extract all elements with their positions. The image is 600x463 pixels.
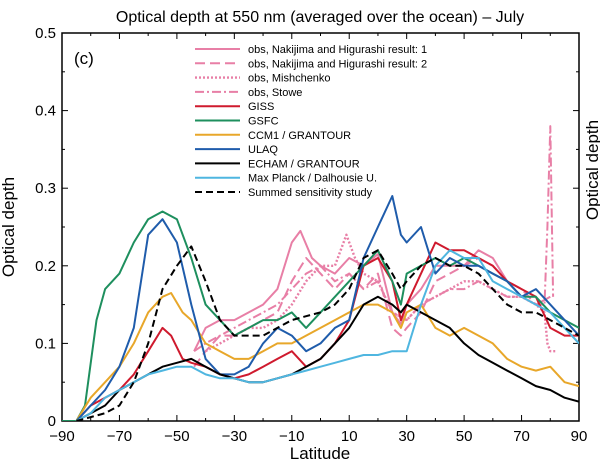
panel-label: (c) [74, 49, 94, 68]
y-tick-label: 0.1 [35, 335, 56, 352]
x-axis-title: Latitude [290, 444, 351, 463]
legend-label-9: Max Planck / Dalhousie U. [248, 173, 377, 185]
x-tick-label: 90 [571, 428, 588, 445]
x-tick-label: 50 [456, 428, 473, 445]
x-tick-label: −30 [222, 428, 247, 445]
series-line-7 [75, 195, 579, 421]
series-line-5 [62, 210, 579, 421]
legend: obs, Nakijima and Higurashi result: 1 obs… [195, 44, 427, 199]
legend-label-7: ULAQ [248, 144, 278, 156]
axes: −90 −70 −50 −30 −10 10 30 50 70 90 0 0.1 0.2 0.3 0.4 0.… [35, 25, 587, 445]
series-line-8 [75, 295, 579, 421]
x-tick-label: −10 [279, 428, 304, 445]
x-tick-label: −90 [49, 428, 74, 445]
series-line-0 [193, 229, 551, 352]
series-line-9 [75, 249, 579, 421]
y-axis-title: Optical depth [0, 177, 18, 277]
y-tick-label: 0.2 [35, 258, 56, 275]
x-tick-label: −50 [164, 428, 189, 445]
series-line-6 [75, 292, 579, 421]
x-tick-label: −70 [107, 428, 132, 445]
legend-label-3: obs, Stowe [248, 87, 302, 99]
legend-label-2: obs, Mishchenko [248, 73, 331, 85]
plot-frame [61, 32, 580, 422]
series-line-10 [76, 245, 579, 421]
series-line-2 [205, 233, 556, 353]
legend-label-0: obs, Nakijima and Higurashi result: 1 [248, 44, 427, 56]
legend-label-1: obs, Nakijima and Higurashi result: 2 [248, 58, 427, 70]
y-tick-label: 0.3 [35, 180, 56, 197]
legend-label-6: CCM1 / GRANTOUR [248, 130, 351, 142]
x-tick-label: 70 [513, 428, 530, 445]
legend-label-10: Summed sensitivity study [248, 187, 373, 199]
x-tick-label: 30 [398, 428, 415, 445]
y-tick-label: 0.5 [35, 25, 56, 42]
series-layer [62, 125, 579, 421]
x-tick-label: 10 [341, 428, 358, 445]
legend-label-8: ECHAM / GRANTOUR [248, 158, 360, 170]
y-tick-label: 0.4 [35, 103, 56, 120]
right-clipped-axis-title: Optical depth [583, 120, 600, 220]
y-tick-label: 0 [48, 413, 56, 430]
chart-title: Optical depth at 550 nm (averaged over t… [116, 9, 524, 26]
legend-label-4: GISS [248, 101, 274, 113]
legend-label-5: GSFC [248, 116, 279, 128]
